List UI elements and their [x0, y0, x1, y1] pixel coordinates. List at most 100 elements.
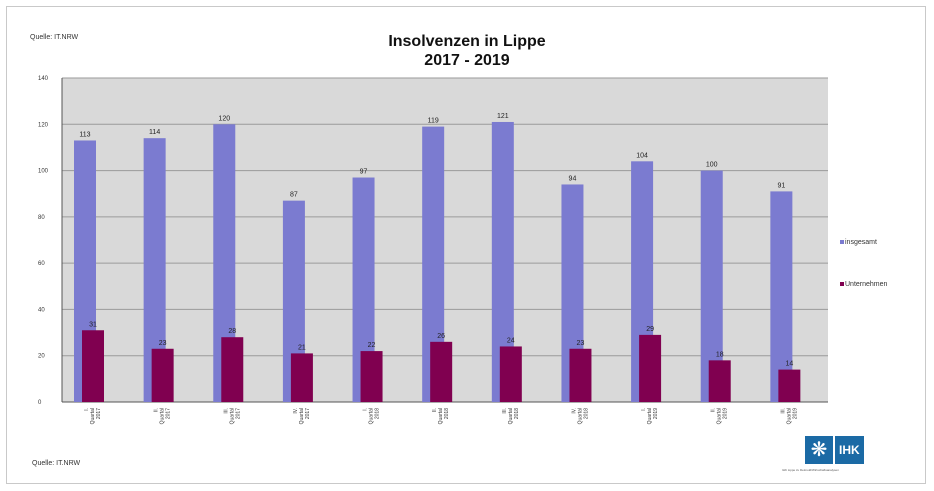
- data-label: 94: [569, 175, 577, 182]
- y-tick-label: 120: [38, 122, 49, 128]
- bar-unternehmen: [290, 353, 313, 402]
- bar-insgesamt: [770, 191, 793, 402]
- bar-insgesamt: [700, 170, 723, 402]
- x-tick-label-line: Quartal: [369, 408, 375, 424]
- data-label: 24: [507, 337, 515, 344]
- x-tick-label-line: 2019: [653, 408, 659, 419]
- x-tick-label: I. Quartal 2018: [363, 408, 381, 425]
- x-tick-label: IV. Quartal 2018: [571, 408, 589, 425]
- data-label: 104: [636, 152, 648, 159]
- x-tick-label-line: 2017: [305, 408, 311, 419]
- x-tick-label-line: Quartal: [90, 408, 96, 424]
- x-tick-label-line: Quartal: [647, 408, 653, 424]
- data-label: 114: [149, 129, 160, 136]
- source-note-top: Quelle: IT.NRW: [30, 34, 79, 41]
- legend-swatch: [840, 282, 844, 287]
- source-note-bottom: Quelle: IT.NRW: [32, 460, 81, 467]
- x-tick-label: IV. Quartal 2017: [293, 408, 311, 425]
- data-label: 26: [437, 333, 445, 340]
- y-tick-label: 40: [38, 307, 45, 313]
- x-tick-label-line: Quartal: [229, 408, 235, 424]
- x-tick-label: II. Quartal 2018: [432, 408, 450, 425]
- data-label: 87: [290, 192, 298, 199]
- data-label: 29: [646, 326, 654, 333]
- x-tick-label-line: III.: [502, 408, 508, 414]
- data-label: 120: [218, 115, 230, 122]
- x-tick-label-line: II.: [432, 408, 438, 412]
- chart-title: Insolvenzen in Lippe: [388, 33, 546, 50]
- x-tick-label-line: 2017: [235, 408, 241, 419]
- data-label: 23: [577, 340, 585, 347]
- legend-item-insgesamt: insgesamt: [840, 239, 877, 246]
- x-tick-label: I. Quartal 2017: [84, 408, 102, 425]
- x-tick-label-line: Quartal: [717, 408, 723, 424]
- data-label: 18: [716, 351, 724, 358]
- x-tick-label-line: 2019: [723, 408, 729, 419]
- x-tick-label: III. Quartal 2019: [780, 408, 798, 425]
- x-tick-label-line: III.: [223, 408, 229, 414]
- bar-unternehmen: [82, 330, 104, 402]
- data-label: 97: [360, 169, 368, 176]
- y-tick-label: 80: [38, 215, 45, 221]
- x-tick-label-line: 2019: [792, 408, 798, 419]
- x-tick-label-line: 2017: [96, 408, 102, 419]
- bar-insgesamt: [561, 184, 584, 402]
- bar-insgesamt: [143, 138, 166, 402]
- bar-unternehmen: [639, 334, 662, 402]
- logo-text: IHK: [835, 436, 864, 464]
- x-tick-label-line: Quartal: [299, 408, 305, 424]
- bar-unternehmen: [499, 346, 522, 402]
- x-tick-label-line: IV.: [571, 408, 577, 414]
- x-tick-label: I. Quartal 2019: [641, 408, 659, 425]
- x-tick-label-line: I.: [641, 408, 647, 411]
- data-label: 31: [89, 321, 97, 328]
- y-tick-label: 20: [38, 354, 45, 360]
- y-tick-label: 100: [38, 169, 49, 175]
- bar-unternehmen: [360, 351, 383, 402]
- legend-label: Unternehmen: [845, 281, 888, 288]
- chart-subtitle: 2017 - 2019: [424, 52, 510, 69]
- data-label: 121: [497, 113, 509, 120]
- data-label: 91: [777, 182, 785, 189]
- bar-unternehmen: [569, 348, 592, 402]
- x-tick-label-line: 2018: [583, 408, 589, 419]
- y-tick-label: 60: [38, 261, 45, 267]
- ihk-logo: ❋ IHK: [805, 436, 865, 464]
- bar-unternehmen: [430, 341, 453, 402]
- data-label: 119: [428, 118, 439, 125]
- legend-swatch: [840, 240, 844, 245]
- y-tick-label: 0: [38, 400, 42, 406]
- logo-subtext: IHK Lippe zu Detmold/Wirtschaftsanalysen: [782, 468, 839, 472]
- bar-insgesamt: [422, 126, 445, 402]
- legend-item-unternehmen: Unternehmen: [840, 281, 887, 288]
- x-tick-label-line: IV.: [293, 408, 299, 414]
- data-label: 113: [79, 131, 90, 138]
- x-tick-label-line: I.: [363, 408, 369, 411]
- x-tick-label-line: 2017: [166, 408, 172, 419]
- x-tick-label-line: 2018: [514, 408, 520, 419]
- x-tick-label: III. Quartal 2017: [223, 408, 241, 425]
- legend-label: insgesamt: [845, 239, 877, 246]
- bar-unternehmen: [151, 348, 174, 402]
- x-tick-label: II. Quartal 2017: [154, 408, 172, 425]
- x-tick-label-line: Quartal: [786, 408, 792, 424]
- x-tick-label-line: Quartal: [508, 408, 514, 424]
- data-label: 22: [368, 342, 376, 349]
- bar-insgesamt: [282, 200, 305, 402]
- bar-insgesamt: [491, 121, 514, 402]
- data-label: 21: [298, 344, 306, 351]
- x-tick-label-line: II.: [154, 408, 160, 412]
- x-tick-label-line: I.: [84, 408, 90, 411]
- bar-insgesamt: [213, 124, 236, 403]
- data-label: 23: [159, 340, 167, 347]
- x-tick-label: II. Quartal 2019: [711, 408, 729, 425]
- x-tick-label-line: 2018: [375, 408, 381, 419]
- x-tick-label-line: Quartal: [438, 408, 444, 424]
- data-label: 100: [706, 162, 718, 169]
- x-tick-label-line: III.: [780, 408, 786, 414]
- x-tick-label: III. Quartal 2018: [502, 408, 520, 425]
- x-tick-label-line: Quartal: [160, 408, 166, 424]
- bar-unternehmen: [778, 369, 801, 402]
- ihk-eagle-icon: ❋: [805, 436, 833, 464]
